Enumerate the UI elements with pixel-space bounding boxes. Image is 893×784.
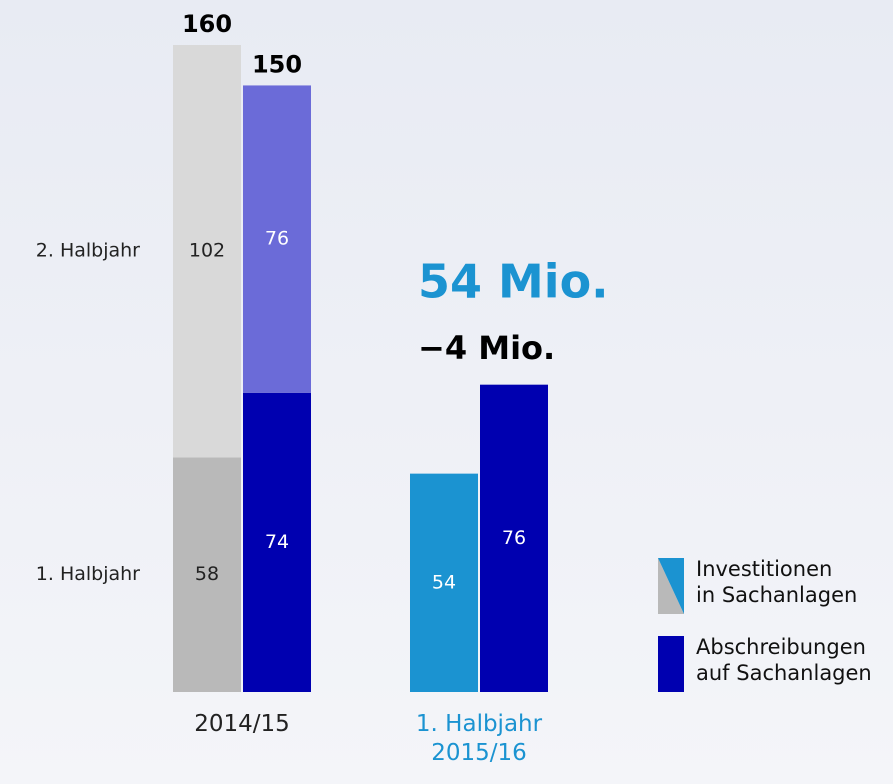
stack-label: 1. Halbjahr	[36, 563, 140, 585]
bar-segment	[410, 473, 478, 692]
segment-label: 102	[189, 240, 225, 262]
annotation: −4 Mio.	[418, 329, 555, 367]
legend-label: Abschreibungen auf Sachanlagen	[696, 635, 872, 685]
segment-label: 76	[502, 527, 526, 549]
segment-label: 58	[195, 563, 219, 585]
legend-swatch	[658, 558, 684, 614]
bar-segment	[173, 457, 241, 692]
legend-swatch	[658, 636, 684, 692]
bar-segment	[173, 45, 241, 458]
stack-label: 2. Halbjahr	[36, 240, 140, 262]
bar-segment	[480, 384, 548, 692]
legend-label: Investitionen in Sachanlagen	[696, 557, 858, 607]
segment-label: 74	[265, 531, 289, 553]
annotation: 54 Mio.	[418, 255, 609, 309]
bar-total: 150	[252, 50, 302, 78]
segment-label: 76	[265, 228, 289, 250]
category-label: 2014/15	[194, 711, 290, 737]
bar-segment	[243, 85, 311, 393]
bar-total: 160	[182, 10, 232, 38]
category-label: 1. Halbjahr 2015/16	[415, 711, 543, 766]
segment-label: 54	[432, 571, 456, 593]
bar-segment	[243, 392, 311, 692]
